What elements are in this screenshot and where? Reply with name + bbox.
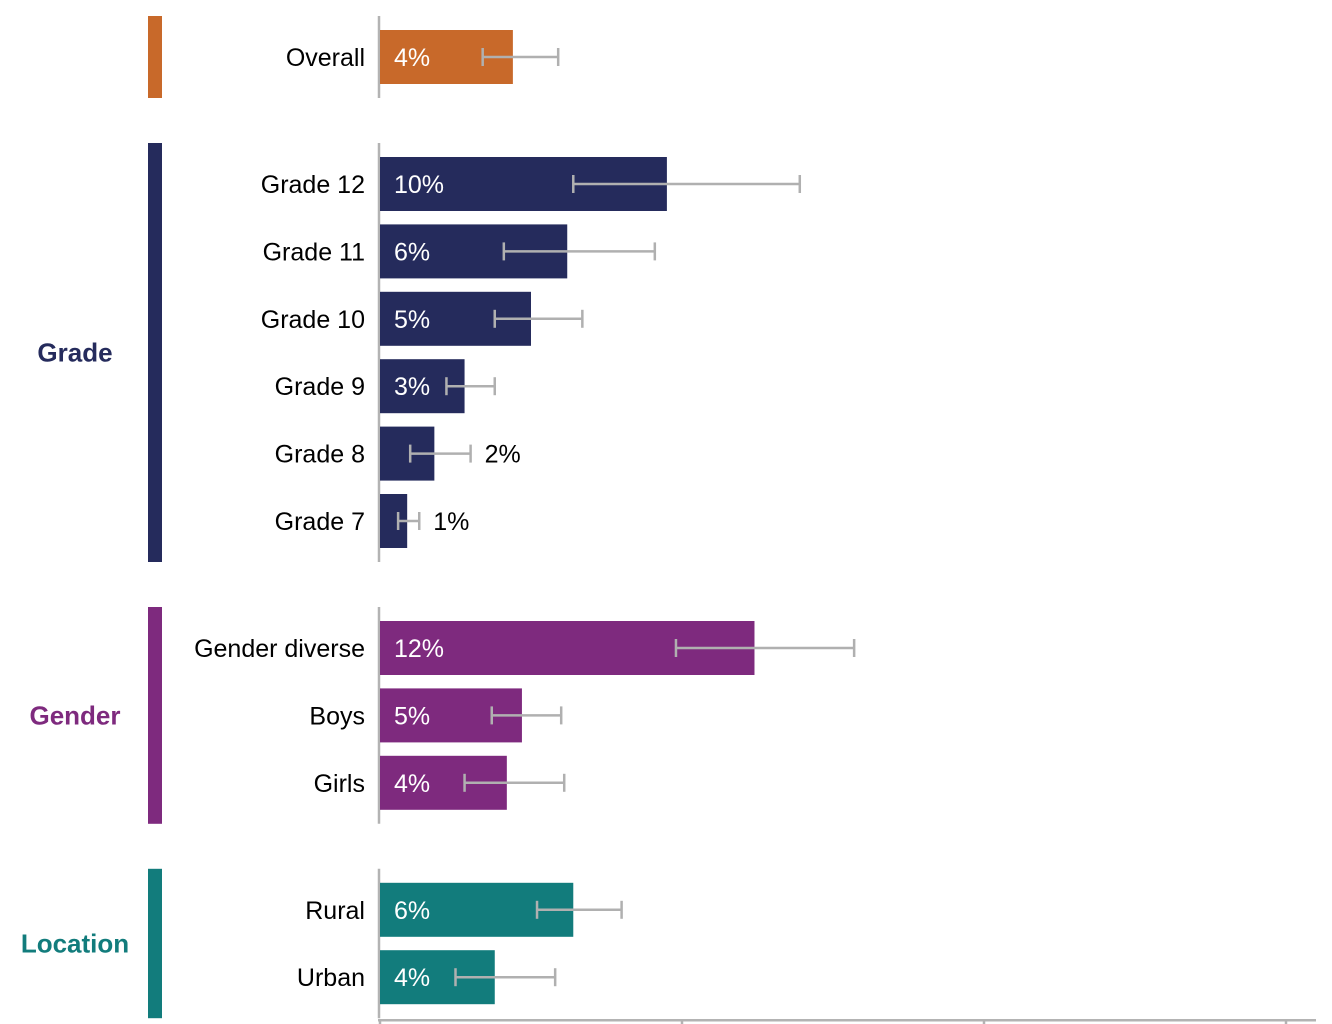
value-label-urban: 4% (394, 964, 430, 992)
bars: Overall 4% Grade 12 10% Grade 11 6% Grade 10 5%… (194, 30, 856, 1005)
category-label-gender-diverse: Gender diverse (194, 635, 365, 663)
category-label-boys: Boys (309, 702, 365, 730)
error-bar-girls (463, 773, 566, 792)
group-label-gender: Gender (29, 700, 120, 730)
value-label-grade-12: 10% (394, 171, 444, 199)
axes (377, 16, 1316, 1022)
group-band-grade (148, 143, 162, 562)
group-bands: Grade Gender Location (21, 16, 162, 1019)
category-label-urban: Urban (297, 964, 365, 992)
category-label-overall: Overall (286, 44, 365, 72)
value-label-grade-9: 3% (394, 373, 430, 401)
error-bar-grade-12 (572, 175, 802, 193)
error-bar-urban (454, 968, 557, 987)
category-label-grade-8: Grade 8 (275, 441, 365, 469)
category-label-grade-9: Grade 9 (275, 373, 365, 401)
category-label-grade-7: Grade 7 (275, 508, 365, 536)
value-label-gender-diverse: 12% (394, 635, 444, 663)
group-band-location (148, 868, 162, 1019)
error-bar-gender-diverse (674, 639, 856, 657)
category-label-grade-10: Grade 10 (261, 306, 365, 334)
value-label-girls: 4% (394, 770, 430, 798)
group-label-grade: Grade (37, 338, 112, 368)
error-bar-rural (535, 900, 623, 919)
group-label-location: Location (21, 929, 129, 959)
category-label-grade-12: Grade 12 (261, 171, 365, 199)
value-label-grade-7: 1% (433, 508, 469, 536)
category-label-rural: Rural (305, 897, 365, 925)
category-label-girls: Girls (314, 770, 365, 798)
value-label-grade-11: 6% (394, 238, 430, 266)
x-axis-ticks: 0%10%20%30% (378, 1020, 1288, 1024)
category-label-grade-11: Grade 11 (263, 238, 365, 266)
group-band-overall (148, 16, 162, 98)
error-bar-grade-7 (396, 512, 421, 530)
error-bar-boys (490, 706, 563, 725)
error-bar-grade-8 (408, 444, 472, 463)
error-bar-grade-9 (445, 377, 497, 396)
value-label-grade-8: 2% (485, 441, 521, 469)
value-label-overall: 4% (394, 44, 430, 72)
value-label-rural: 6% (394, 897, 430, 925)
error-bar-grade-11 (502, 242, 657, 261)
value-label-grade-10: 5% (394, 306, 430, 334)
group-band-gender (148, 607, 162, 824)
error-bar-overall (481, 48, 560, 66)
error-bar-grade-10 (493, 309, 584, 328)
value-label-boys: 5% (394, 702, 430, 730)
